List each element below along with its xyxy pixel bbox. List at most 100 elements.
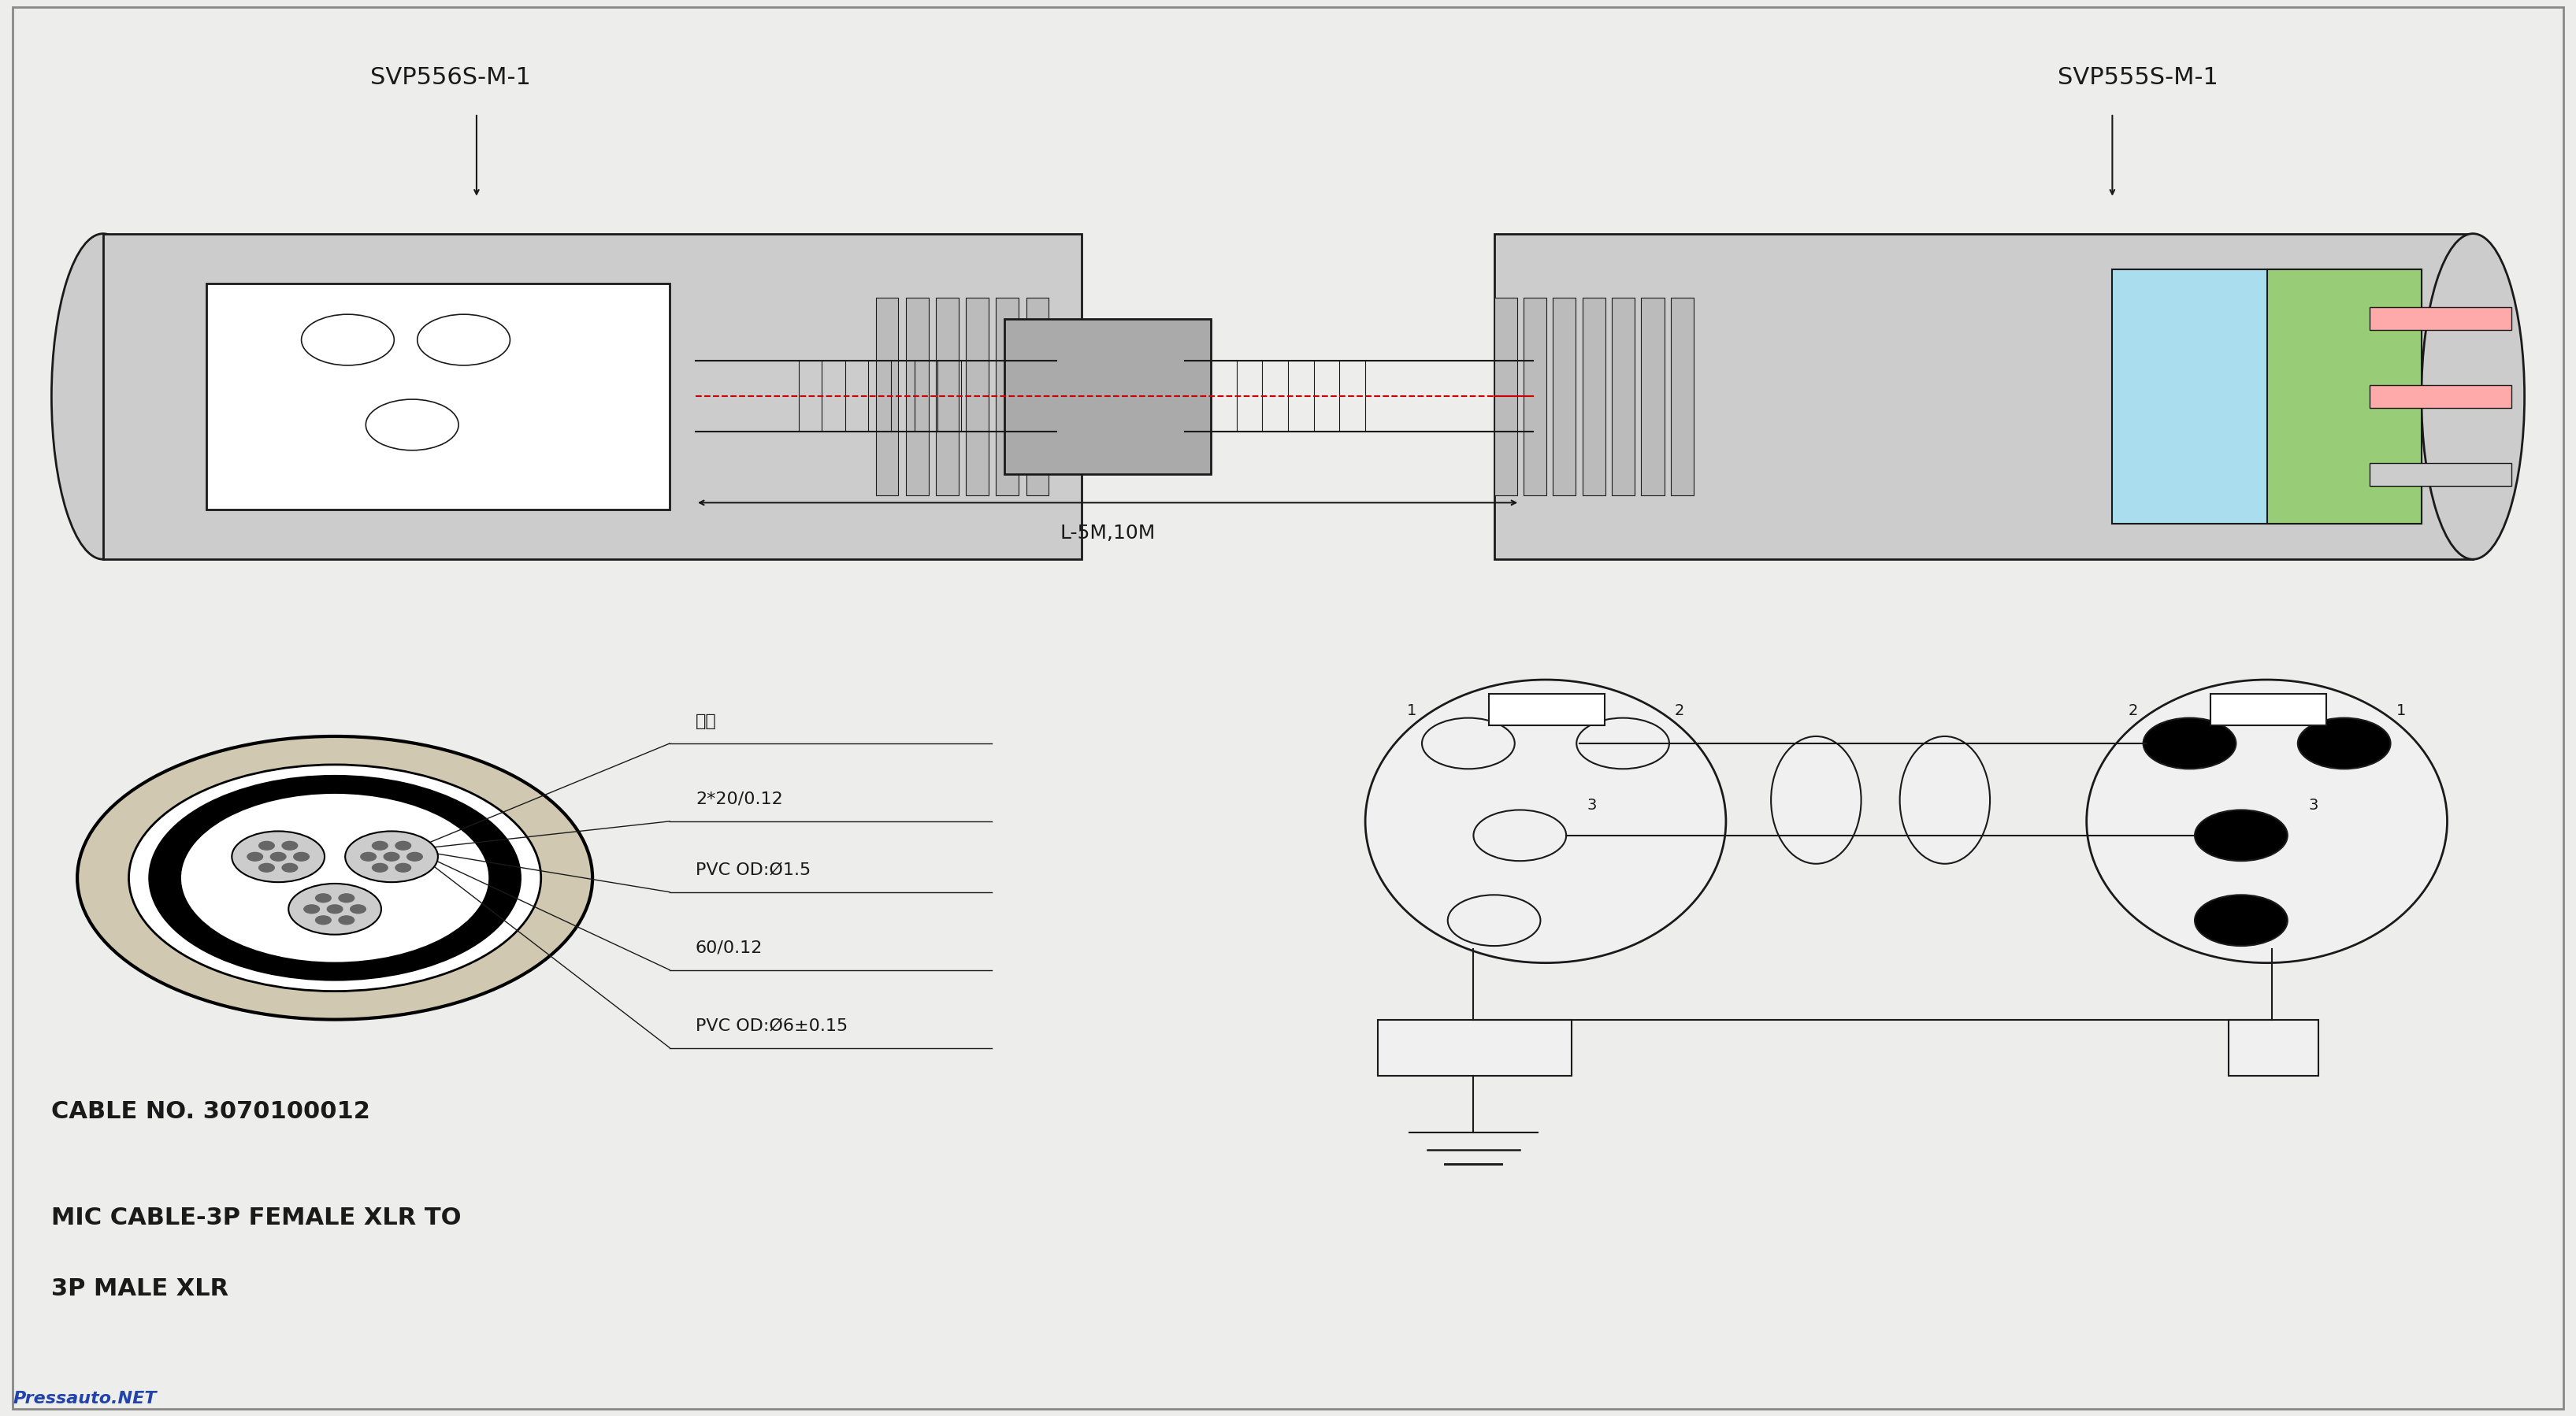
Circle shape	[281, 864, 296, 872]
Circle shape	[487, 869, 518, 886]
Circle shape	[438, 804, 469, 821]
FancyBboxPatch shape	[1489, 694, 1605, 725]
Text: Pressauto.NET: Pressauto.NET	[13, 1391, 157, 1408]
Text: PVC OD:Ø1.5: PVC OD:Ø1.5	[696, 862, 811, 878]
Text: L-5M,10M: L-5M,10M	[1059, 524, 1157, 542]
Circle shape	[232, 831, 325, 882]
Circle shape	[258, 841, 276, 850]
Circle shape	[157, 845, 188, 862]
Circle shape	[345, 831, 438, 882]
Circle shape	[1473, 810, 1566, 861]
Circle shape	[363, 959, 394, 976]
Circle shape	[350, 905, 366, 913]
Circle shape	[247, 852, 263, 861]
Text: 棉线: 棉线	[696, 714, 716, 729]
Bar	[1378, 1020, 1571, 1076]
Circle shape	[2195, 810, 2287, 861]
Text: 2*20/0.12: 2*20/0.12	[696, 792, 783, 807]
Bar	[907, 297, 927, 496]
Circle shape	[304, 905, 319, 913]
Circle shape	[394, 841, 410, 850]
Text: CABLE NO. 3070100012: CABLE NO. 3070100012	[52, 1100, 371, 1123]
Bar	[1025, 297, 1048, 496]
Circle shape	[366, 399, 459, 450]
Circle shape	[157, 893, 188, 910]
Circle shape	[2195, 895, 2287, 946]
FancyBboxPatch shape	[2210, 694, 2326, 725]
Circle shape	[201, 935, 232, 952]
Circle shape	[319, 961, 350, 978]
Bar	[2370, 385, 2512, 408]
Circle shape	[340, 893, 355, 902]
Ellipse shape	[1365, 680, 1726, 963]
Circle shape	[237, 790, 268, 807]
Circle shape	[270, 852, 286, 861]
Circle shape	[361, 852, 376, 861]
Bar	[2112, 269, 2421, 524]
Bar	[2370, 307, 2512, 330]
Circle shape	[371, 864, 386, 872]
Bar	[966, 297, 989, 496]
Text: 3: 3	[2308, 799, 2318, 813]
Text: 3: 3	[1587, 799, 1597, 813]
Bar	[935, 297, 958, 496]
Circle shape	[276, 780, 307, 797]
Circle shape	[1422, 718, 1515, 769]
Circle shape	[438, 935, 469, 952]
Ellipse shape	[1899, 736, 1989, 864]
Text: MIC CABLE-3P FEMALE XLR TO: MIC CABLE-3P FEMALE XLR TO	[52, 1206, 461, 1229]
Circle shape	[1577, 718, 1669, 769]
Circle shape	[402, 790, 433, 807]
Circle shape	[402, 949, 433, 966]
Circle shape	[258, 864, 276, 872]
Bar	[1553, 297, 1577, 496]
Circle shape	[340, 916, 355, 925]
Ellipse shape	[52, 234, 155, 559]
Bar	[2370, 463, 2512, 486]
Circle shape	[482, 893, 513, 910]
Circle shape	[276, 959, 307, 976]
Ellipse shape	[2421, 234, 2524, 559]
Text: 2: 2	[2128, 704, 2138, 718]
Circle shape	[175, 915, 206, 932]
Circle shape	[152, 869, 183, 886]
Bar	[997, 297, 1018, 496]
Bar	[1582, 297, 1605, 496]
Circle shape	[371, 841, 386, 850]
Circle shape	[363, 780, 394, 797]
Text: PVC OD:Ø6±0.15: PVC OD:Ø6±0.15	[696, 1018, 848, 1034]
Bar	[1522, 297, 1546, 496]
Bar	[1672, 297, 1692, 496]
Circle shape	[384, 852, 399, 861]
Bar	[103, 234, 1082, 559]
Bar	[1613, 297, 1636, 496]
Circle shape	[1448, 895, 1540, 946]
Circle shape	[407, 852, 422, 861]
Circle shape	[77, 736, 592, 1020]
Bar	[2267, 269, 2421, 524]
Circle shape	[314, 893, 330, 902]
Bar	[1641, 297, 1664, 496]
Bar	[876, 297, 899, 496]
Circle shape	[394, 864, 410, 872]
Bar	[2228, 1020, 2318, 1076]
Circle shape	[301, 314, 394, 365]
Bar	[1005, 319, 1211, 474]
Text: 1: 1	[2396, 704, 2406, 718]
Circle shape	[314, 916, 330, 925]
Circle shape	[294, 852, 309, 861]
Bar	[1494, 234, 2473, 559]
Circle shape	[319, 777, 350, 794]
Circle shape	[175, 823, 206, 840]
Circle shape	[464, 824, 495, 841]
Text: 2: 2	[1674, 704, 1685, 718]
Circle shape	[2298, 718, 2391, 769]
Circle shape	[234, 949, 265, 966]
Circle shape	[482, 845, 513, 862]
Text: SVP555S-M-1: SVP555S-M-1	[2058, 67, 2218, 89]
Text: SVP556S-M-1: SVP556S-M-1	[371, 67, 531, 89]
Circle shape	[129, 765, 541, 991]
Circle shape	[201, 804, 232, 821]
Ellipse shape	[2087, 680, 2447, 963]
Circle shape	[2143, 718, 2236, 769]
